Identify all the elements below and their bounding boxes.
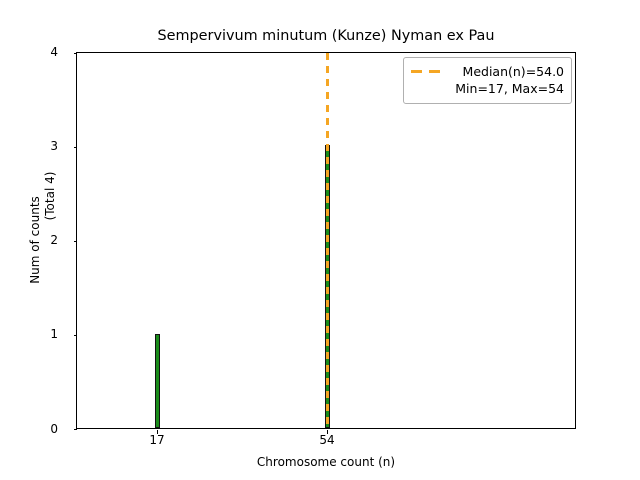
bar-17 xyxy=(155,334,160,428)
x-axis-label: Chromosome count (n) xyxy=(256,455,396,469)
ytick-label-1: 1 xyxy=(50,327,58,341)
ytick-mark-4 xyxy=(73,53,77,55)
y-axis-label: Num of counts xyxy=(28,196,42,284)
ytick-mark-3 xyxy=(73,147,77,149)
median-line xyxy=(326,53,329,428)
ytick-label-0: 0 xyxy=(50,422,58,436)
xtick-label-54: 54 xyxy=(319,433,335,447)
page-title: Sempervivum minutum (Kunze) Nyman ex Pau xyxy=(157,28,495,44)
plot-area xyxy=(73,52,576,434)
ytick-mark-0 xyxy=(73,429,77,431)
xtick-label-17: 17 xyxy=(149,433,165,447)
ytick-label-2: 2 xyxy=(50,233,58,247)
xtick-mark-17 xyxy=(157,430,159,434)
y-axis-label-total: (Total 4) xyxy=(43,171,57,221)
legend-minmax-text: Min=17, Max=54 xyxy=(455,81,564,96)
xtick-mark-54 xyxy=(327,430,329,434)
ytick-label-3: 3 xyxy=(50,139,58,153)
dashed-line-icon xyxy=(411,65,443,78)
ytick-mark-2 xyxy=(73,241,77,243)
ytick-mark-1 xyxy=(73,335,77,337)
legend-entry-median: Median(n)=54.0 Min=17, Max=54 xyxy=(411,63,564,97)
ytick-label-4: 4 xyxy=(50,45,58,59)
legend: Median(n)=54.0 Min=17, Max=54 xyxy=(403,57,572,104)
legend-median-text: Median(n)=54.0 xyxy=(462,64,564,79)
legend-entry-label: Median(n)=54.0 Min=17, Max=54 xyxy=(451,63,564,97)
